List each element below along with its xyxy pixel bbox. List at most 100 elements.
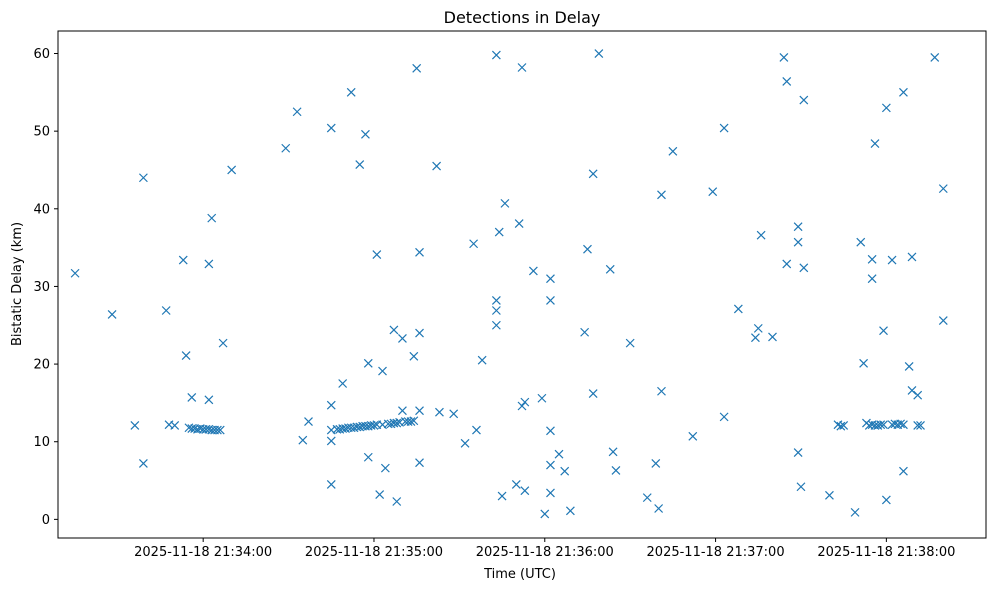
- data-point: [625, 338, 635, 348]
- data-point: [867, 274, 877, 284]
- data-point: [583, 244, 592, 254]
- y-axis: 0 10 20 30 40 50 60: [33, 47, 58, 528]
- data-point: [412, 63, 422, 73]
- data-point: [361, 129, 370, 139]
- data-point: [138, 459, 148, 468]
- data-point: [326, 123, 336, 133]
- data-point: [326, 436, 336, 446]
- data-point: [825, 490, 834, 500]
- y-tick-label: 0: [42, 513, 50, 528]
- data-point: [930, 52, 940, 62]
- data-point: [528, 266, 538, 276]
- data-point: [389, 325, 399, 335]
- data-point: [363, 452, 373, 462]
- data-point: [181, 351, 191, 360]
- data-point: [899, 466, 908, 476]
- x-axis: 2025-11-18 21:34:00 2025-11-18 21:35:00 20…: [134, 538, 955, 560]
- data-point: [608, 447, 618, 457]
- data-point: [753, 323, 763, 333]
- data-point: [497, 491, 507, 501]
- data-point: [500, 198, 510, 208]
- data-point: [605, 264, 615, 274]
- data-point: [346, 87, 356, 97]
- data-point: [517, 63, 527, 72]
- plot-frame: [57, 30, 987, 539]
- data-point: [520, 486, 530, 496]
- data-point: [588, 169, 598, 179]
- data-point: [719, 123, 729, 133]
- data-point: [859, 358, 869, 368]
- data-point: [398, 406, 407, 416]
- x-tick-label: 2025-11-18 21:35:00: [305, 545, 443, 560]
- data-point: [867, 254, 877, 264]
- data-point: [654, 504, 664, 513]
- data-point: [793, 222, 803, 232]
- data-point: [107, 309, 117, 319]
- data-point: [782, 259, 792, 269]
- data-point: [204, 259, 214, 269]
- data-point: [657, 190, 666, 200]
- data-point: [938, 184, 948, 194]
- data-point: [768, 332, 777, 342]
- data-point: [799, 263, 809, 273]
- data-point: [881, 495, 891, 505]
- data-point: [546, 426, 555, 436]
- x-axis-label: Time (UTC): [483, 567, 556, 582]
- data-point: [520, 397, 530, 407]
- data-point: [378, 366, 387, 376]
- data-point: [204, 395, 214, 405]
- data-point: [409, 416, 419, 426]
- data-point: [326, 400, 336, 410]
- data-point: [212, 425, 222, 435]
- data-series: [70, 49, 948, 519]
- data-point: [651, 459, 661, 468]
- data-point: [850, 507, 860, 517]
- data-point: [170, 420, 180, 430]
- data-point: [415, 328, 424, 338]
- data-point: [565, 506, 575, 516]
- data-point: [494, 227, 504, 237]
- data-point: [380, 463, 390, 473]
- data-point: [782, 77, 792, 86]
- data-point: [435, 407, 444, 417]
- data-point: [415, 458, 424, 468]
- data-point: [611, 466, 621, 475]
- data-point: [907, 386, 917, 395]
- data-point: [879, 326, 888, 336]
- data-point: [491, 50, 501, 60]
- data-point: [554, 449, 564, 459]
- chart-title: Detections in Delay: [444, 8, 601, 27]
- y-tick-label: 50: [33, 125, 50, 140]
- data-point: [657, 386, 666, 396]
- data-point: [298, 435, 308, 445]
- y-tick-label: 30: [33, 280, 50, 295]
- data-point: [879, 420, 888, 430]
- data-point: [756, 230, 766, 240]
- x-tick-label: 2025-11-18 21:38:00: [817, 545, 955, 560]
- data-point: [779, 52, 789, 62]
- data-point: [881, 103, 891, 113]
- data-point: [580, 327, 590, 337]
- data-point: [887, 255, 897, 265]
- data-point: [207, 213, 217, 223]
- data-point: [938, 316, 948, 326]
- data-point: [218, 338, 228, 348]
- data-point: [369, 420, 379, 430]
- data-point: [546, 295, 555, 305]
- y-tick-label: 20: [33, 358, 50, 373]
- data-point: [517, 401, 527, 411]
- data-point: [796, 482, 806, 492]
- data-point: [511, 480, 521, 489]
- data-point: [560, 466, 570, 476]
- y-tick-label: 60: [33, 47, 50, 62]
- data-point: [588, 389, 598, 399]
- data-point: [460, 438, 470, 448]
- x-tick-label: 2025-11-18 21:37:00: [647, 545, 785, 560]
- data-point: [491, 320, 501, 330]
- data-point: [750, 333, 760, 343]
- data-point: [546, 488, 555, 498]
- data-point: [415, 247, 424, 257]
- data-point: [491, 295, 501, 305]
- data-point: [514, 219, 524, 228]
